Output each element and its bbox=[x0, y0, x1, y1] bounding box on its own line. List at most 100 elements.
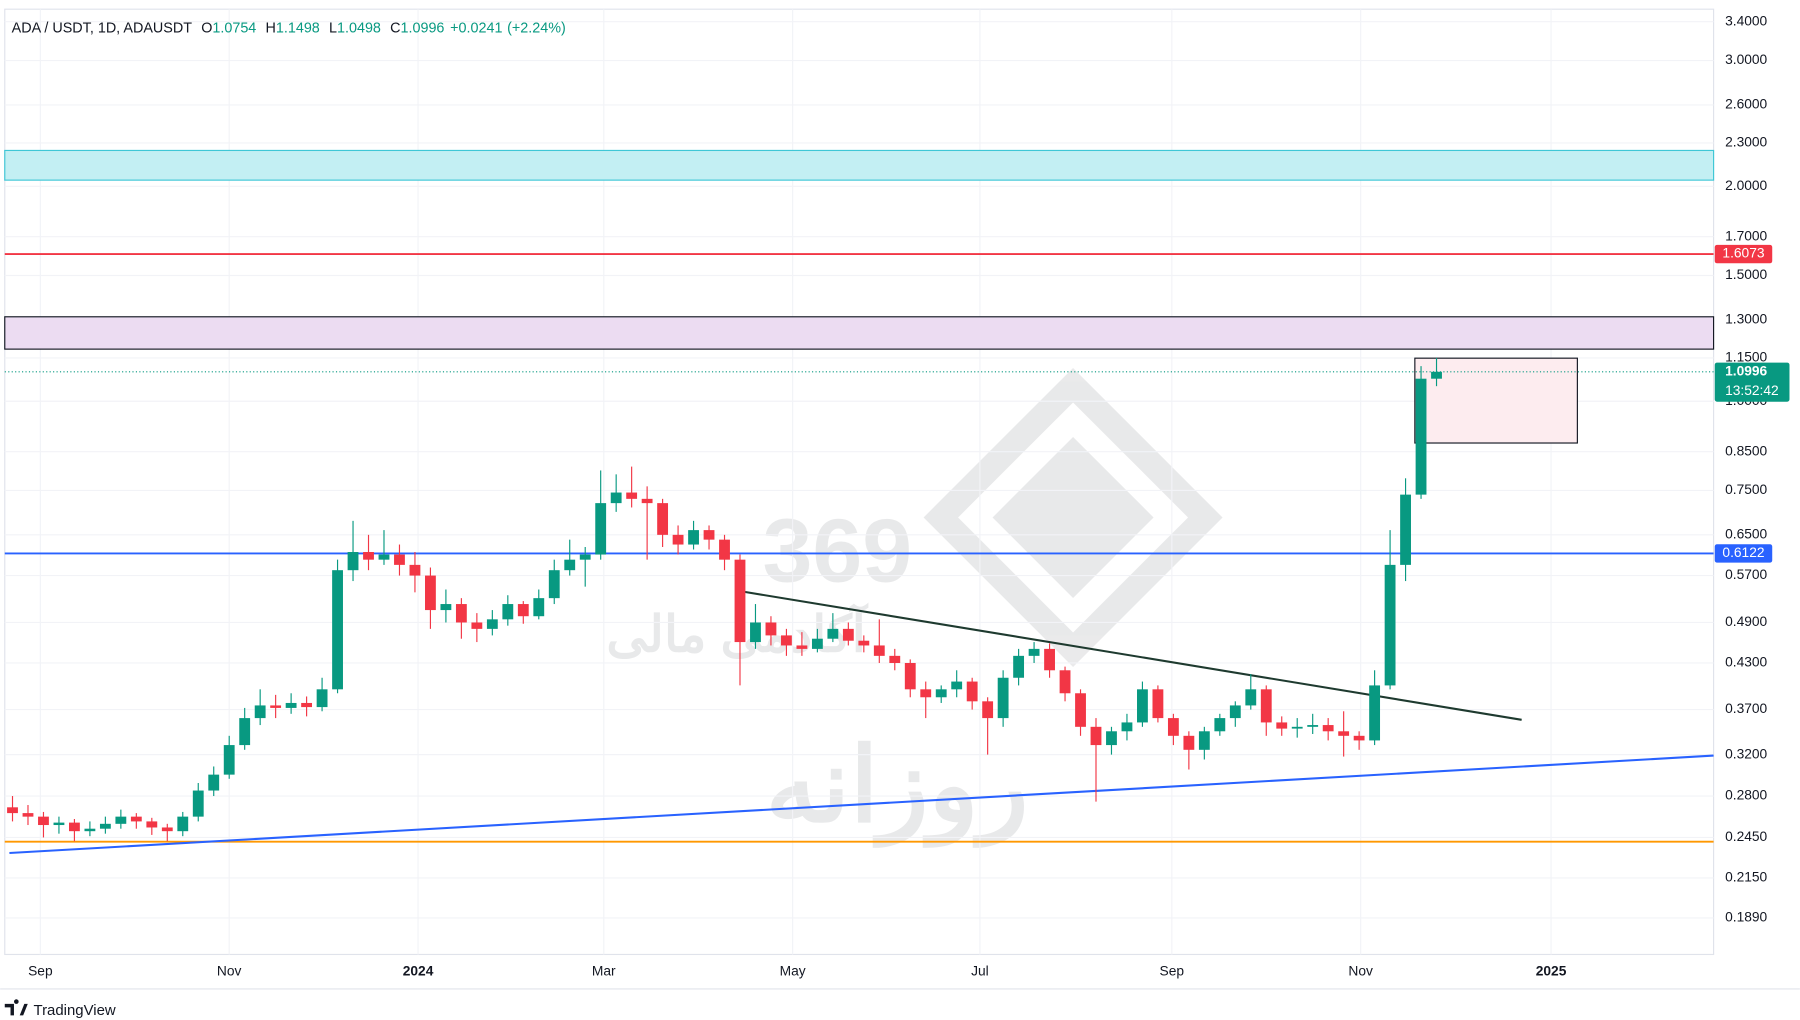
candle-body bbox=[842, 628, 854, 641]
candle-body bbox=[1369, 685, 1381, 741]
watermark-text: روزانه bbox=[766, 727, 1029, 848]
x-tick-label: 2024 bbox=[403, 963, 434, 978]
candle-body bbox=[285, 702, 297, 708]
watermark-logo bbox=[923, 367, 1223, 667]
candle-body bbox=[548, 570, 560, 599]
candle-body bbox=[1167, 718, 1179, 736]
candle-body bbox=[378, 554, 390, 560]
candle-body bbox=[595, 503, 607, 555]
countdown: 13:52:42 bbox=[1725, 383, 1779, 398]
candle-body bbox=[22, 813, 34, 817]
price-tag bbox=[1714, 544, 1773, 563]
candle-body bbox=[301, 702, 313, 708]
trend-line bbox=[741, 590, 1522, 721]
candle-body bbox=[1276, 722, 1288, 729]
candle-body bbox=[935, 689, 947, 698]
candle-body bbox=[827, 628, 839, 639]
candle-body bbox=[1353, 735, 1365, 741]
ohlc-value: 1.0498 bbox=[337, 21, 381, 37]
range-box bbox=[1414, 357, 1578, 444]
candle-body bbox=[363, 552, 374, 560]
last-price-label: 1.0996 bbox=[1725, 363, 1767, 378]
candle-body bbox=[1260, 689, 1272, 723]
candle-body bbox=[796, 645, 808, 649]
candle-body bbox=[1291, 726, 1303, 729]
ohlc-label: H bbox=[266, 21, 276, 37]
candle-body bbox=[455, 604, 467, 623]
y-tick-label: 1.1500 bbox=[1725, 350, 1767, 365]
candles bbox=[7, 357, 1442, 842]
y-tick-label: 0.6500 bbox=[1725, 526, 1767, 541]
candle-body bbox=[99, 823, 111, 829]
x-tick-label: Mar bbox=[592, 963, 616, 978]
change-percent: (+2.24%) bbox=[507, 21, 566, 37]
plot-frame bbox=[4, 8, 1715, 956]
candle-body bbox=[115, 816, 127, 824]
candle-body bbox=[966, 681, 978, 702]
y-tick-label: 0.2450 bbox=[1725, 829, 1767, 844]
ohlc-label: L bbox=[329, 21, 337, 37]
candle-body bbox=[997, 677, 1009, 719]
x-tick-label: Nov bbox=[217, 963, 242, 978]
candle-body bbox=[1307, 725, 1319, 727]
candle-body bbox=[69, 822, 80, 832]
y-tick-label: 0.4300 bbox=[1725, 655, 1767, 670]
chart-header: ADA / USDT, 1D, ADAUSDT O1.0754 H1.1498 L1.… bbox=[12, 21, 566, 37]
price-tag bbox=[1714, 244, 1773, 264]
brand: TradingView bbox=[34, 1002, 116, 1019]
candle-body bbox=[1090, 726, 1102, 746]
candle-body bbox=[486, 619, 498, 629]
candle-body bbox=[1137, 689, 1148, 723]
candle-body bbox=[703, 530, 715, 540]
candle-body bbox=[1214, 718, 1226, 732]
candle-body bbox=[858, 640, 870, 646]
candle-body bbox=[130, 816, 142, 822]
trend-line bbox=[9, 754, 1714, 855]
candle-body bbox=[811, 638, 823, 649]
candle-body bbox=[425, 575, 436, 611]
y-tick-label: 0.7500 bbox=[1725, 482, 1767, 497]
ohlc-value: 1.1498 bbox=[276, 21, 320, 37]
candle-body bbox=[1152, 689, 1164, 719]
candle-body bbox=[951, 681, 963, 690]
candle-body bbox=[347, 552, 359, 571]
last-price-tag bbox=[1714, 362, 1790, 402]
candle-body bbox=[750, 622, 761, 643]
y-tick-label: 0.2800 bbox=[1725, 788, 1767, 803]
ohlc-label: O bbox=[201, 21, 212, 37]
candle-body bbox=[688, 530, 699, 545]
y-tick-label: 0.1890 bbox=[1725, 910, 1767, 925]
candle-body bbox=[889, 655, 901, 663]
candle-body bbox=[38, 816, 49, 826]
y-tick-label: 2.6000 bbox=[1725, 97, 1767, 112]
x-tick-label: 2025 bbox=[1536, 963, 1567, 978]
candle-body bbox=[53, 822, 65, 826]
candle-body bbox=[982, 701, 994, 719]
y-tick-label: 2.0000 bbox=[1725, 178, 1767, 193]
candle-body bbox=[1431, 371, 1442, 379]
y-tick-label: 0.3700 bbox=[1725, 701, 1767, 716]
candle-body bbox=[734, 559, 746, 643]
ohlc-value: 1.0754 bbox=[212, 21, 256, 37]
x-tick-label: Jul bbox=[971, 963, 989, 978]
candle-body bbox=[7, 807, 18, 814]
candle-body bbox=[1415, 378, 1427, 495]
candle-body bbox=[270, 705, 282, 708]
candle-body bbox=[641, 498, 653, 504]
x-tick-label: Sep bbox=[28, 963, 53, 978]
candle-body bbox=[161, 827, 173, 832]
chart-title: ADA / USDT, 1D, ADAUSDT bbox=[12, 21, 193, 37]
candle-body bbox=[533, 598, 545, 617]
candle-body bbox=[440, 604, 452, 611]
candle-body bbox=[1183, 735, 1195, 750]
watermark-text: 369 bbox=[763, 501, 913, 601]
candle-body bbox=[1028, 648, 1040, 656]
tradingview-logo bbox=[4, 999, 28, 1016]
candle-body bbox=[765, 622, 777, 636]
candle-body bbox=[1059, 670, 1071, 694]
y-tick-label: 0.3200 bbox=[1725, 746, 1767, 761]
candle-body bbox=[177, 816, 189, 832]
candle-body bbox=[1245, 689, 1257, 706]
candle-body bbox=[920, 689, 932, 698]
